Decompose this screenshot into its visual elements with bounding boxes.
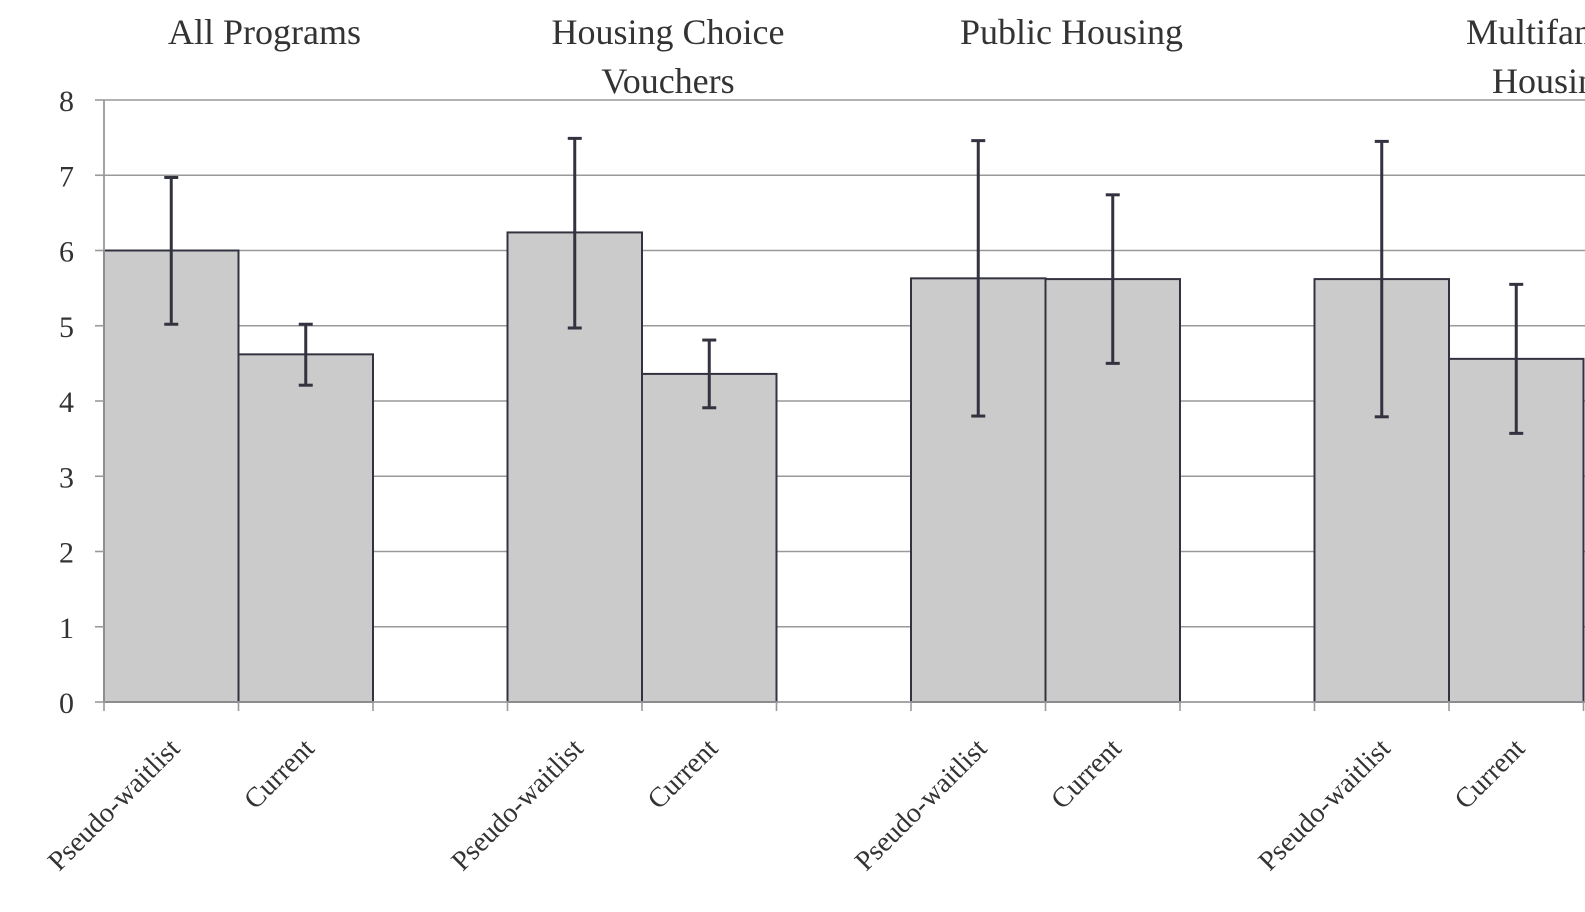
panel-title: Public Housing: [960, 12, 1183, 52]
category-label: Current: [238, 733, 321, 816]
y-tick-label: 3: [59, 461, 74, 494]
bar: [237, 353, 374, 703]
category-label: Current: [1045, 733, 1128, 816]
category-label: Pseudo-waitlist: [42, 733, 186, 877]
category-label: Current: [1449, 733, 1532, 816]
y-tick-label: 4: [59, 386, 74, 419]
bar: [641, 372, 778, 703]
y-tick-label: 0: [59, 687, 74, 720]
panel-title: Housing: [1492, 61, 1585, 101]
panel-title: Multifamily: [1466, 12, 1585, 52]
y-tick-label: 7: [59, 160, 74, 193]
y-tick-label: 2: [59, 537, 74, 570]
y-tick-label: 5: [59, 311, 74, 344]
category-label: Pseudo-waitlist: [1253, 733, 1397, 877]
bars: [103, 231, 1585, 703]
category-label: Current: [642, 733, 725, 816]
category-label: Pseudo-waitlist: [849, 733, 993, 877]
panel-title: Vouchers: [601, 61, 734, 101]
y-tick-label: 8: [59, 85, 74, 118]
y-tick-label: 6: [59, 236, 74, 269]
panel-title: Housing Choice: [552, 12, 785, 52]
y-tick-label: 1: [59, 612, 74, 645]
bar: [1044, 278, 1181, 703]
panel-title: All Programs: [168, 12, 361, 52]
axes: [95, 99, 1585, 711]
category-label: Pseudo-waitlist: [446, 733, 590, 877]
error-bars: [164, 136, 1524, 435]
